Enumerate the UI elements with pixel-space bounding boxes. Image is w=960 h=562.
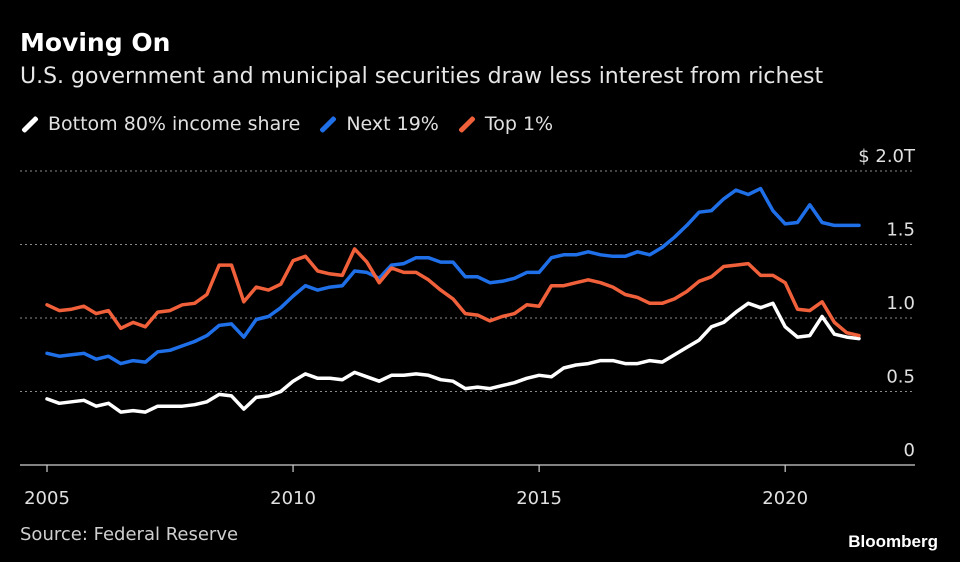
chart-legend: Bottom 80% income share Next 19% Top 1%	[20, 113, 571, 135]
series-lines	[45, 186, 861, 414]
y-axis-labels: 0 0.5 1.0 1.5 $ 2.0T	[858, 146, 916, 461]
legend-label-top-1: Top 1%	[484, 113, 554, 135]
gridlines	[20, 170, 915, 392]
legend-item-next-19: Next 19%	[318, 113, 439, 135]
y-tick-label: 0.5	[886, 367, 915, 388]
y-tick-label: 0	[904, 440, 915, 461]
bloomberg-logo: Bloomberg	[848, 532, 938, 551]
legend-label-bottom-80: Bottom 80% income share	[48, 113, 301, 135]
legend-item-bottom-80: Bottom 80% income share	[20, 113, 300, 135]
x-tick-label: 2005	[24, 488, 70, 509]
y-tick-label: 1.0	[886, 293, 915, 314]
chart-subtitle: U.S. government and municipal securities…	[20, 64, 824, 89]
x-tick-label: 2010	[270, 488, 316, 509]
y-tick-label: 1.5	[886, 220, 915, 241]
x-axis: 2005 2010 2015 2020	[20, 464, 915, 509]
chart-title: Moving On	[20, 28, 171, 57]
y-tick-label: $ 2.0T	[858, 146, 916, 167]
series-line	[45, 247, 861, 338]
source-note: Source: Federal Reserve	[20, 524, 239, 545]
x-tick-label: 2015	[516, 488, 562, 509]
series-line	[45, 301, 861, 414]
series-line	[45, 186, 861, 366]
x-tick-label: 2020	[762, 488, 808, 509]
legend-label-next-19: Next 19%	[346, 113, 439, 135]
legend-item-top-1: Top 1%	[457, 113, 553, 135]
